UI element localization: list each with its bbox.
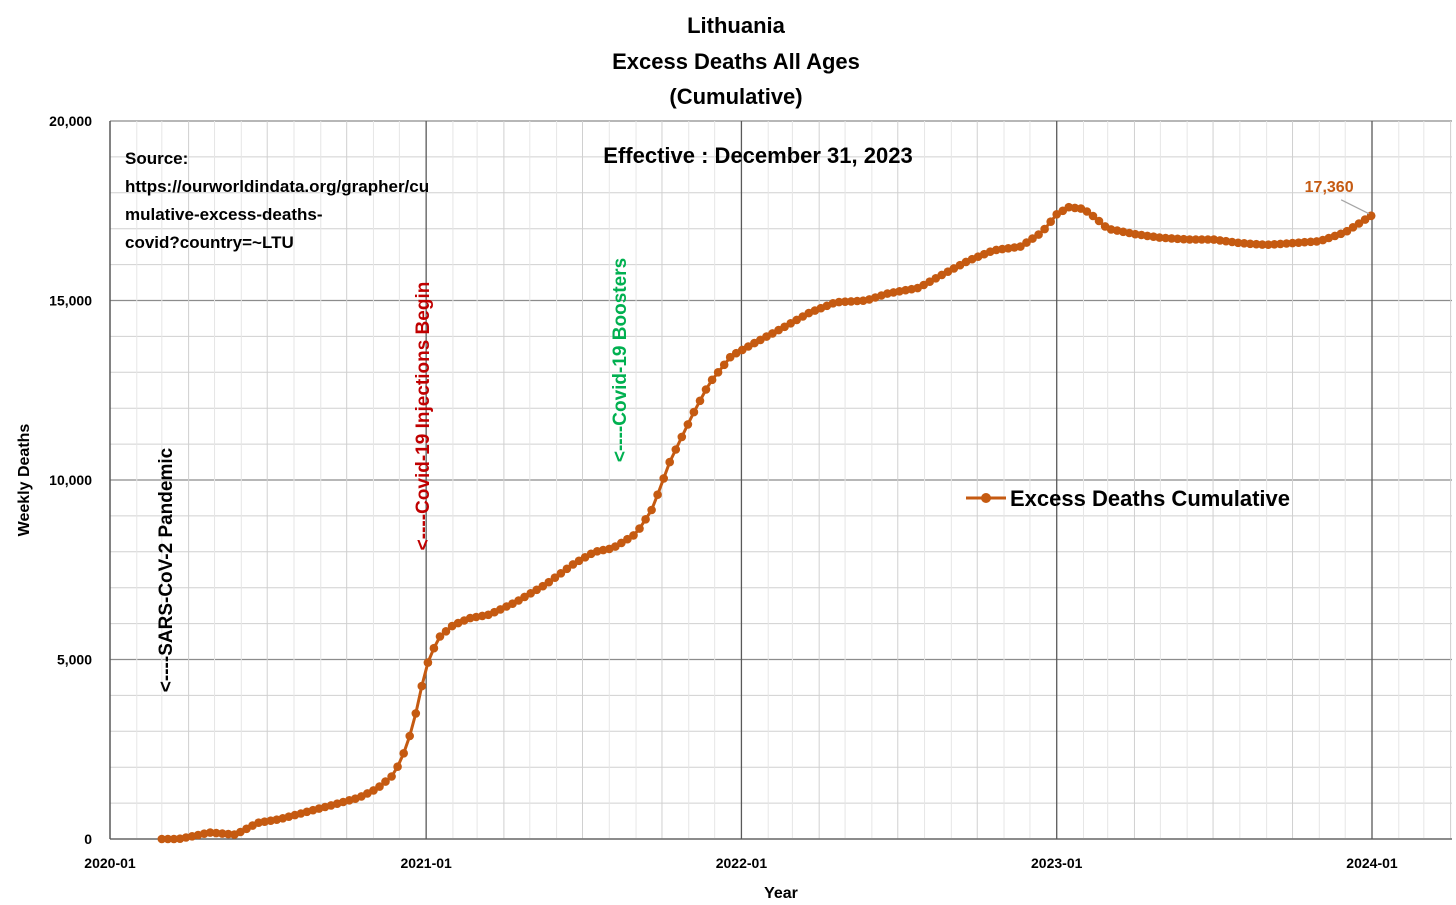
- series-point: [1276, 239, 1285, 249]
- series-point: [1203, 235, 1213, 244]
- source-line-3: mulative-excess-deaths-: [125, 205, 322, 224]
- annotation-label: <----Covid-19 Boosters: [610, 258, 631, 462]
- annotations: <----SARS-CoV-2 Pandemic <----Covid-19 In…: [156, 258, 631, 692]
- series-point: [1046, 217, 1055, 226]
- series-point: [375, 782, 384, 791]
- series-point: [629, 531, 638, 540]
- chart-title-line-1: Lithuania: [687, 13, 786, 38]
- series-point: [707, 375, 717, 385]
- y-tick-label: 0: [84, 831, 92, 847]
- series-point: [387, 772, 396, 781]
- legend-label: Excess Deaths Cumulative: [1010, 486, 1290, 511]
- series-point: [1264, 240, 1273, 249]
- series-point: [441, 627, 451, 636]
- series-point: [1300, 237, 1309, 247]
- y-tick-label: 15,000: [49, 293, 92, 309]
- series-point: [411, 709, 421, 718]
- x-tick-label: 2020-01: [84, 855, 136, 871]
- series-point: [1082, 207, 1092, 216]
- series-point: [689, 407, 699, 417]
- y-tick-label: 20,000: [49, 113, 92, 129]
- x-axis-title: Year: [764, 885, 798, 902]
- x-tick-label: 2022-01: [716, 855, 768, 871]
- series-point: [1088, 211, 1098, 221]
- series-point: [556, 569, 566, 578]
- series-point: [719, 360, 729, 370]
- series-point: [635, 524, 644, 533]
- series-point: [713, 368, 723, 377]
- x-tick-label: 2021-01: [400, 855, 452, 871]
- series-point: [647, 505, 656, 515]
- end-value-leader-line: [1340, 199, 1370, 215]
- series-point: [550, 573, 560, 582]
- series-point: [1185, 235, 1194, 244]
- series-point: [157, 834, 167, 844]
- series-line: [161, 205, 1372, 841]
- series-point: [683, 420, 693, 429]
- y-tick-label: 10,000: [49, 472, 92, 488]
- x-tick-label: 2023-01: [1031, 855, 1083, 871]
- chart-title-line-3: (Cumulative): [669, 84, 802, 109]
- series-point: [1016, 242, 1025, 251]
- series-point: [435, 632, 445, 641]
- axes: 0 5,000 10,000 15,000 20,000 2020-01 2021-01 20…: [49, 113, 1452, 871]
- series-point: [1155, 233, 1164, 242]
- series-point: [834, 297, 844, 307]
- series-excess-deaths-cumulative: [157, 202, 1376, 844]
- source-line-2: https://ourworldindata.org/grapher/cu: [125, 177, 429, 196]
- series-point: [695, 396, 705, 406]
- series-point: [1040, 224, 1049, 234]
- series-point: [701, 385, 711, 394]
- legend-point-marker: [981, 493, 991, 503]
- series-point: [417, 681, 427, 691]
- series-point: [381, 777, 390, 786]
- series-point: [665, 457, 674, 467]
- series-point: [399, 749, 409, 758]
- y-tick-label: 5,000: [57, 652, 92, 668]
- series-point: [163, 834, 173, 844]
- series-point: [1191, 235, 1201, 244]
- source-line-4: covid?country=~LTU: [125, 233, 294, 252]
- series-point: [641, 515, 650, 524]
- series-point: [544, 577, 554, 587]
- series-point: [1258, 240, 1267, 249]
- series-point: [1173, 234, 1182, 244]
- series-point: [1028, 234, 1037, 243]
- series-point: [653, 490, 662, 500]
- annotation-label: <----Covid-19 Injections Begin: [413, 282, 434, 551]
- end-value-label: 17,360: [1305, 179, 1354, 196]
- gridlines: [109, 120, 1452, 840]
- series-point: [846, 297, 856, 306]
- series-point: [393, 762, 402, 771]
- series-point: [659, 474, 668, 483]
- series-point: [1197, 235, 1207, 244]
- y-axis-title: Weekly Deaths: [16, 424, 33, 537]
- series-point: [1288, 238, 1297, 248]
- series-point: [423, 658, 433, 667]
- legend: Excess Deaths Cumulative: [966, 486, 1290, 511]
- series-point: [1094, 216, 1104, 226]
- series-point: [1034, 230, 1043, 239]
- series-point: [677, 432, 687, 442]
- series-point: [405, 731, 415, 741]
- series-point: [429, 643, 439, 653]
- series-point: [169, 834, 179, 844]
- series-point: [562, 564, 572, 574]
- series-point: [671, 445, 681, 454]
- series-point: [1354, 219, 1364, 228]
- source-line-1: Source:: [125, 149, 188, 168]
- x-tick-label: 2024-01: [1346, 855, 1398, 871]
- series-point: [1245, 239, 1255, 249]
- effective-date-label: Effective : December 31, 2023: [603, 143, 912, 168]
- annotation-label: <----SARS-CoV-2 Pandemic: [156, 447, 177, 692]
- chart-title-line-2: Excess Deaths All Ages: [612, 49, 860, 74]
